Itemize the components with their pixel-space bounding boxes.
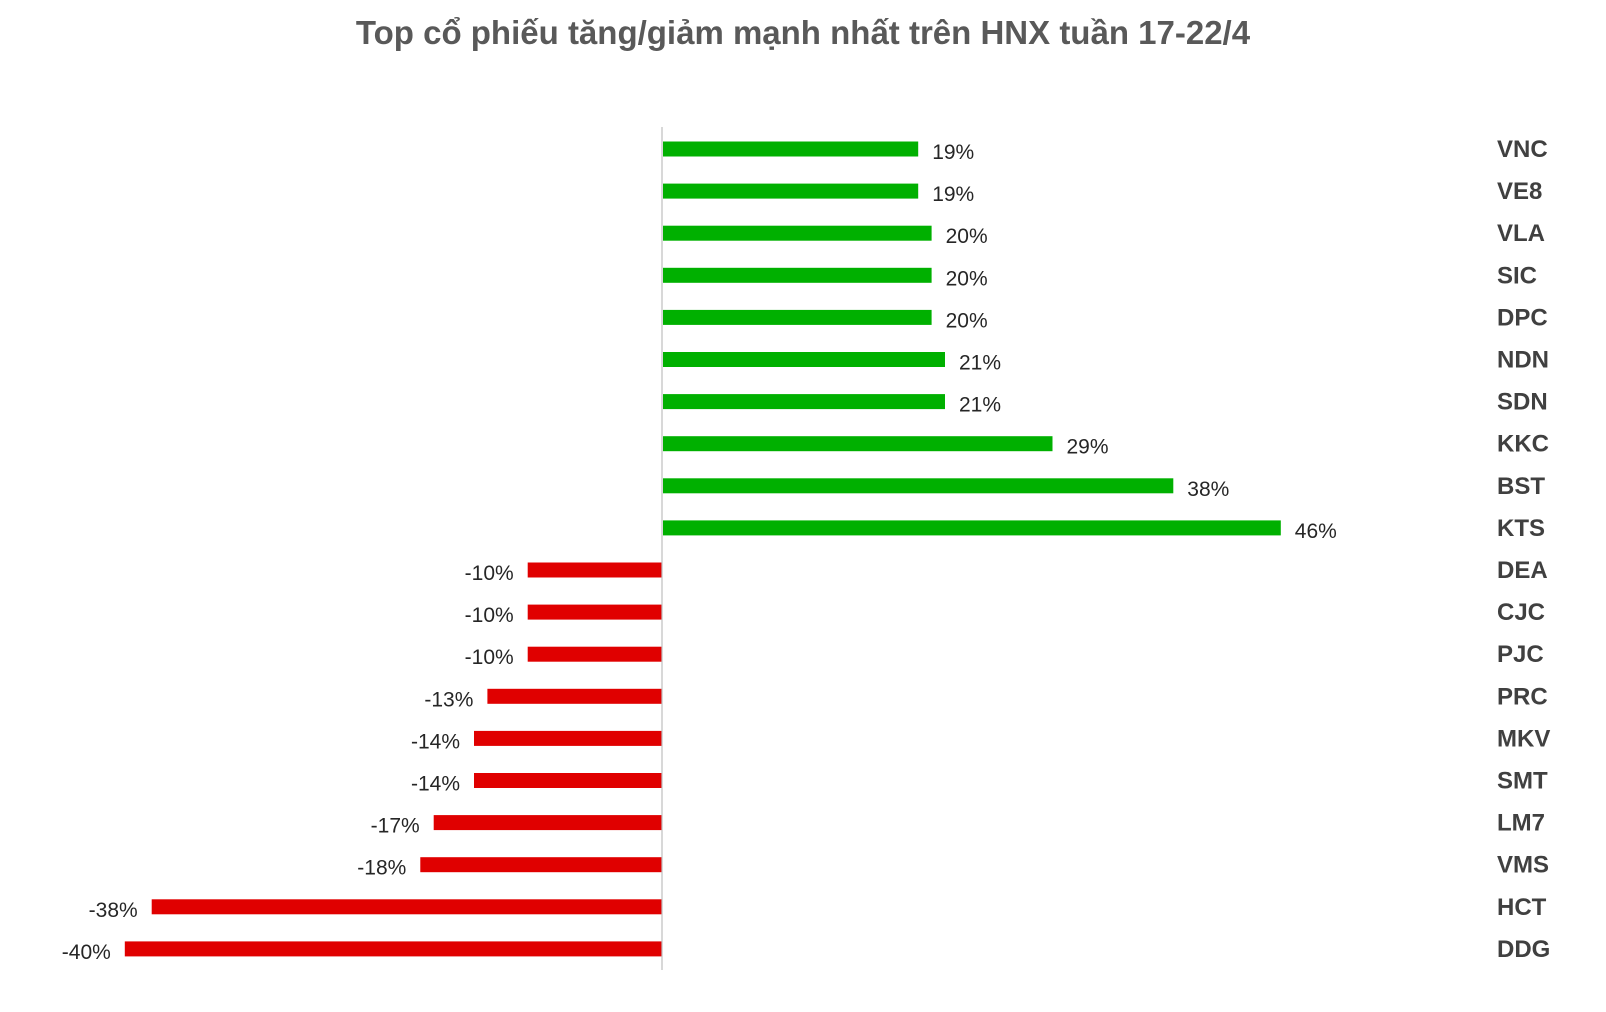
- category-label-smt: SMT: [1497, 768, 1548, 795]
- value-label-vms: -18%: [357, 857, 406, 880]
- category-label-kts: KTS: [1497, 515, 1545, 542]
- value-label-kkc: 29%: [1067, 436, 1109, 459]
- bar-kkc: [663, 436, 1053, 452]
- bars-layer: [124, 141, 1281, 957]
- value-label-dpc: 20%: [946, 309, 988, 332]
- bar-smt: [474, 773, 662, 788]
- category-label-sdn: SDN: [1497, 389, 1548, 416]
- category-label-prc: PRC: [1497, 683, 1548, 710]
- bar-lm7: [433, 815, 662, 831]
- bar-vnc: [663, 141, 919, 157]
- bar-vms: [420, 857, 662, 873]
- category-label-hct: HCT: [1497, 894, 1547, 921]
- value-label-cjc: -10%: [465, 604, 514, 627]
- category-label-ddg: DDG: [1497, 936, 1550, 963]
- bar-bst: [663, 478, 1174, 494]
- category-label-pjc: PJC: [1497, 641, 1544, 668]
- category-label-sic: SIC: [1497, 262, 1537, 289]
- bar-kts: [663, 520, 1281, 536]
- value-label-ddg: -40%: [62, 941, 111, 964]
- category-label-vnc: VNC: [1497, 136, 1548, 163]
- bar-vla: [663, 225, 932, 241]
- chart-title: Top cổ phiếu tăng/giảm mạnh nhất trên HN…: [355, 14, 1251, 51]
- value-label-sic: 20%: [946, 267, 988, 290]
- category-label-kkc: KKC: [1497, 431, 1549, 458]
- category-label-bst: BST: [1497, 473, 1545, 500]
- value-label-vla: 20%: [946, 225, 988, 248]
- value-label-hct: -38%: [89, 899, 138, 922]
- value-label-ndn: 21%: [959, 352, 1001, 375]
- bar-pjc: [527, 646, 662, 662]
- bar-mkv: [474, 730, 662, 746]
- value-label-bst: 38%: [1187, 478, 1229, 501]
- value-label-prc: -13%: [424, 688, 473, 711]
- category-label-lm7: LM7: [1497, 810, 1545, 837]
- bar-cjc: [527, 604, 662, 620]
- category-label-dpc: DPC: [1497, 304, 1548, 331]
- bar-prc: [487, 688, 662, 704]
- category-label-mkv: MKV: [1497, 725, 1550, 752]
- bar-ddg: [124, 941, 663, 957]
- value-labels-layer: 19% 19% 20% 20% 20% 21% 21% 29% 38% 46% -10% -10% -1…: [62, 141, 1337, 964]
- value-label-sdn: 21%: [959, 394, 1001, 417]
- value-label-ve8: 19%: [932, 183, 974, 206]
- category-label-dea: DEA: [1497, 557, 1548, 584]
- value-label-kts: 46%: [1295, 520, 1337, 543]
- value-label-vnc: 19%: [932, 141, 974, 164]
- category-labels-layer: VNC VE8 VLA SIC DPC NDN SDN KKC BST KTS DEA CJC PJC P…: [1497, 136, 1550, 963]
- bar-ndn: [663, 352, 945, 367]
- value-label-lm7: -17%: [371, 815, 420, 838]
- bar-sic: [663, 267, 932, 283]
- value-label-pjc: -10%: [465, 646, 514, 669]
- bar-hct: [151, 899, 662, 915]
- category-label-vms: VMS: [1497, 852, 1549, 879]
- category-label-ndn: NDN: [1497, 347, 1549, 374]
- bar-dea: [527, 562, 662, 578]
- value-label-smt: -14%: [411, 773, 460, 796]
- bar-dpc: [663, 309, 932, 325]
- bar-ve8: [663, 183, 919, 199]
- category-label-ve8: VE8: [1497, 178, 1542, 205]
- category-label-cjc: CJC: [1497, 599, 1545, 626]
- value-label-dea: -10%: [465, 562, 514, 585]
- category-label-vla: VLA: [1497, 220, 1545, 247]
- value-label-mkv: -14%: [411, 730, 460, 753]
- bar-sdn: [663, 394, 945, 410]
